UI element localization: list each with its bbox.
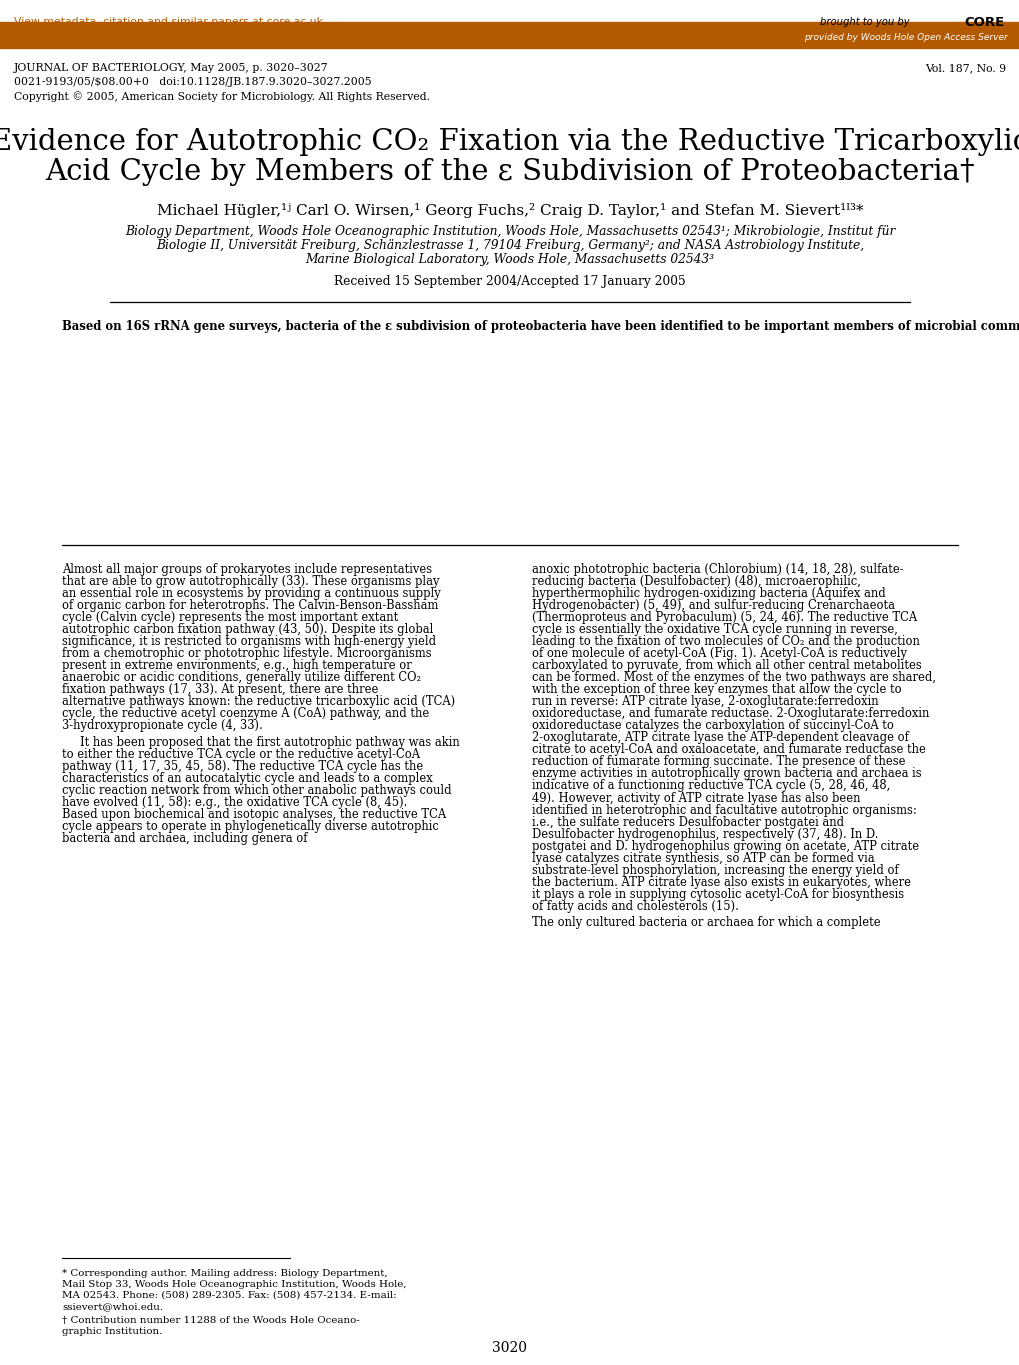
Text: postgatei and D. hydrogenophilus growing on acetate, ATP citrate: postgatei and D. hydrogenophilus growing… xyxy=(532,839,918,853)
Text: citrate to acetyl-CoA and oxaloacetate, and fumarate reductase the: citrate to acetyl-CoA and oxaloacetate, … xyxy=(532,744,925,756)
Text: View metadata, citation and similar papers at core.ac.uk: View metadata, citation and similar pape… xyxy=(14,16,323,27)
Text: autotrophic carbon fixation pathway (43, 50). Despite its global: autotrophic carbon fixation pathway (43,… xyxy=(62,624,433,636)
Text: that are able to grow autotrophically (33). These organisms play: that are able to grow autotrophically (3… xyxy=(62,575,439,588)
Text: 0021-9193/05/$08.00+0   doi:10.1128/JB.187.9.3020–3027.2005: 0021-9193/05/$08.00+0 doi:10.1128/JB.187… xyxy=(14,76,371,87)
Text: JOURNAL OF BACTERIOLOGY, May 2005, p. 3020–3027: JOURNAL OF BACTERIOLOGY, May 2005, p. 30… xyxy=(14,63,328,72)
Text: anaerobic or acidic conditions, generally utilize different CO₂: anaerobic or acidic conditions, generall… xyxy=(62,672,421,684)
Text: 49). However, activity of ATP citrate lyase has also been: 49). However, activity of ATP citrate ly… xyxy=(532,792,860,804)
Text: run in reverse: ATP citrate lyase, 2-oxoglutarate:ferredoxin: run in reverse: ATP citrate lyase, 2-oxo… xyxy=(532,695,877,708)
Text: identified in heterotrophic and facultative autotrophic organisms:: identified in heterotrophic and facultat… xyxy=(532,804,916,816)
Text: It has been proposed that the first autotrophic pathway was akin: It has been proposed that the first auto… xyxy=(79,736,460,748)
Text: Received 15 September 2004/Accepted 17 January 2005: Received 15 September 2004/Accepted 17 J… xyxy=(334,276,685,288)
Text: MA 02543. Phone: (508) 289-2305. Fax: (508) 457-2134. E-mail:: MA 02543. Phone: (508) 289-2305. Fax: (5… xyxy=(62,1291,396,1299)
Text: of fatty acids and cholesterols (15).: of fatty acids and cholesterols (15). xyxy=(532,900,738,913)
Text: bacteria and archaea, including genera of: bacteria and archaea, including genera o… xyxy=(62,831,307,845)
Text: Based upon biochemical and isotopic analyses, the reductive TCA: Based upon biochemical and isotopic anal… xyxy=(62,808,445,820)
Text: cycle, the reductive acetyl coenzyme A (CoA) pathway, and the: cycle, the reductive acetyl coenzyme A (… xyxy=(62,707,429,721)
Text: Mail Stop 33, Woods Hole Oceanographic Institution, Woods Hole,: Mail Stop 33, Woods Hole Oceanographic I… xyxy=(62,1280,407,1289)
Text: anoxic phototrophic bacteria (Chlorobium) (14, 18, 28), sulfate-: anoxic phototrophic bacteria (Chlorobium… xyxy=(532,562,903,576)
Text: pathway (11, 17, 35, 45, 58). The reductive TCA cycle has the: pathway (11, 17, 35, 45, 58). The reduct… xyxy=(62,760,423,773)
Text: indicative of a functioning reductive TCA cycle (5, 28, 46, 48,: indicative of a functioning reductive TC… xyxy=(532,779,890,793)
Text: Michael Hügler,¹ʲ Carl O. Wirsen,¹ Georg Fuchs,² Craig D. Taylor,¹ and Stefan M.: Michael Hügler,¹ʲ Carl O. Wirsen,¹ Georg… xyxy=(157,202,862,217)
Text: cycle is essentially the oxidative TCA cycle running in reverse,: cycle is essentially the oxidative TCA c… xyxy=(532,624,897,636)
Text: cyclic reaction network from which other anabolic pathways could: cyclic reaction network from which other… xyxy=(62,784,451,797)
Text: † Contribution number 11288 of the Woods Hole Oceano-: † Contribution number 11288 of the Woods… xyxy=(62,1316,360,1325)
Text: an essential role in ecosystems by providing a continuous supply: an essential role in ecosystems by provi… xyxy=(62,587,440,601)
Text: carboxylated to pyruvate, from which all other central metabolites: carboxylated to pyruvate, from which all… xyxy=(532,659,921,672)
Text: Marine Biological Laboratory, Woods Hole, Massachusetts 02543³: Marine Biological Laboratory, Woods Hole… xyxy=(306,254,713,266)
Text: Copyright © 2005, American Society for Microbiology. All Rights Reserved.: Copyright © 2005, American Society for M… xyxy=(14,91,430,102)
Bar xyxy=(0,22,1019,48)
Text: fixation pathways (17, 33). At present, there are three: fixation pathways (17, 33). At present, … xyxy=(62,684,378,696)
Text: graphic Institution.: graphic Institution. xyxy=(62,1327,162,1336)
Text: Biologie II, Universität Freiburg, Schänzlestrasse 1, 79104 Freiburg, Germany²; : Biologie II, Universität Freiburg, Schän… xyxy=(156,239,863,253)
Text: significance, it is restricted to organisms with high-energy yield: significance, it is restricted to organi… xyxy=(62,635,436,648)
Text: lyase catalyzes citrate synthesis, so ATP can be formed via: lyase catalyzes citrate synthesis, so AT… xyxy=(532,852,873,864)
Text: of organic carbon for heterotrophs. The Calvin-Benson-Bassham: of organic carbon for heterotrophs. The … xyxy=(62,599,438,612)
Text: Acid Cycle by Members of the ε Subdivision of Proteobacteria†: Acid Cycle by Members of the ε Subdivisi… xyxy=(45,158,974,186)
Text: CORE: CORE xyxy=(963,15,1004,29)
Text: 2-oxoglutarate, ATP citrate lyase the ATP-dependent cleavage of: 2-oxoglutarate, ATP citrate lyase the AT… xyxy=(532,732,908,744)
Text: reduction of fumarate forming succinate. The presence of these: reduction of fumarate forming succinate.… xyxy=(532,755,905,768)
Text: oxidoreductase, and fumarate reductase. 2-Oxoglutarate:ferredoxin: oxidoreductase, and fumarate reductase. … xyxy=(532,707,928,721)
Text: Hydrogenobacter) (5, 49), and sulfur-reducing Crenarchaeota: Hydrogenobacter) (5, 49), and sulfur-red… xyxy=(532,599,894,612)
Text: Vol. 187, No. 9: Vol. 187, No. 9 xyxy=(924,63,1005,72)
Text: i.e., the sulfate reducers Desulfobacter postgatei and: i.e., the sulfate reducers Desulfobacter… xyxy=(532,815,844,829)
Text: reducing bacteria (Desulfobacter) (48), microaerophilic,: reducing bacteria (Desulfobacter) (48), … xyxy=(532,575,860,588)
Text: hyperthermophilic hydrogen-oxidizing bacteria (Aquifex and: hyperthermophilic hydrogen-oxidizing bac… xyxy=(532,587,884,601)
Text: ssievert@whoi.edu.: ssievert@whoi.edu. xyxy=(62,1302,163,1310)
Text: brought to you by: brought to you by xyxy=(819,16,909,27)
Text: oxidoreductase catalyzes the carboxylation of succinyl-CoA to: oxidoreductase catalyzes the carboxylati… xyxy=(532,719,893,733)
Text: can be formed. Most of the enzymes of the two pathways are shared,: can be formed. Most of the enzymes of th… xyxy=(532,672,935,684)
Text: from a chemotrophic or phototrophic lifestyle. Microorganisms: from a chemotrophic or phototrophic life… xyxy=(62,647,431,661)
Text: present in extreme environments, e.g., high temperature or: present in extreme environments, e.g., h… xyxy=(62,659,412,672)
Text: Desulfobacter hydrogenophilus, respectively (37, 48). In D.: Desulfobacter hydrogenophilus, respectiv… xyxy=(532,827,877,841)
Text: 3020: 3020 xyxy=(492,1340,527,1355)
Text: Based on 16S rRNA gene surveys, bacteria of the ε subdivision of proteobacteria : Based on 16S rRNA gene surveys, bacteria… xyxy=(62,319,1019,333)
Text: (Thermoproteus and Pyrobaculum) (5, 24, 46). The reductive TCA: (Thermoproteus and Pyrobaculum) (5, 24, … xyxy=(532,612,916,624)
Text: cycle appears to operate in phylogenetically diverse autotrophic: cycle appears to operate in phylogenetic… xyxy=(62,820,438,833)
Text: cycle (Calvin cycle) represents the most important extant: cycle (Calvin cycle) represents the most… xyxy=(62,612,397,624)
Text: enzyme activities in autotrophically grown bacteria and archaea is: enzyme activities in autotrophically gro… xyxy=(532,767,921,781)
Text: characteristics of an autocatalytic cycle and leads to a complex: characteristics of an autocatalytic cycl… xyxy=(62,771,432,785)
Text: have evolved (11, 58): e.g., the oxidative TCA cycle (8, 45).: have evolved (11, 58): e.g., the oxidati… xyxy=(62,796,407,808)
Text: to either the reductive TCA cycle or the reductive acetyl-CoA: to either the reductive TCA cycle or the… xyxy=(62,748,420,760)
Text: alternative pathways known: the reductive tricarboxylic acid (TCA): alternative pathways known: the reductiv… xyxy=(62,695,454,708)
Text: it plays a role in supplying cytosolic acetyl-CoA for biosynthesis: it plays a role in supplying cytosolic a… xyxy=(532,887,903,901)
Text: leading to the fixation of two molecules of CO₂ and the production: leading to the fixation of two molecules… xyxy=(532,635,919,648)
Text: substrate-level phosphorylation, increasing the energy yield of: substrate-level phosphorylation, increas… xyxy=(532,864,898,876)
Text: * Corresponding author. Mailing address: Biology Department,: * Corresponding author. Mailing address:… xyxy=(62,1269,387,1278)
Text: The only cultured bacteria or archaea for which a complete: The only cultured bacteria or archaea fo… xyxy=(532,916,879,930)
Text: of one molecule of acetyl-CoA (Fig. 1). Acetyl-CoA is reductively: of one molecule of acetyl-CoA (Fig. 1). … xyxy=(532,647,906,661)
Text: Biology Department, Woods Hole Oceanographic Institution, Woods Hole, Massachuse: Biology Department, Woods Hole Oceanogra… xyxy=(124,225,895,239)
Text: provided by Woods Hole Open Access Server: provided by Woods Hole Open Access Serve… xyxy=(803,34,1007,42)
Text: with the exception of three key enzymes that allow the cycle to: with the exception of three key enzymes … xyxy=(532,684,901,696)
Text: 3-hydroxypropionate cycle (4, 33).: 3-hydroxypropionate cycle (4, 33). xyxy=(62,719,263,733)
Text: the bacterium. ATP citrate lyase also exists in eukaryotes, where: the bacterium. ATP citrate lyase also ex… xyxy=(532,876,910,889)
Text: Evidence for Autotrophic CO₂ Fixation via the Reductive Tricarboxylic: Evidence for Autotrophic CO₂ Fixation vi… xyxy=(0,128,1019,156)
Text: Almost all major groups of prokaryotes include representatives: Almost all major groups of prokaryotes i… xyxy=(62,562,432,576)
